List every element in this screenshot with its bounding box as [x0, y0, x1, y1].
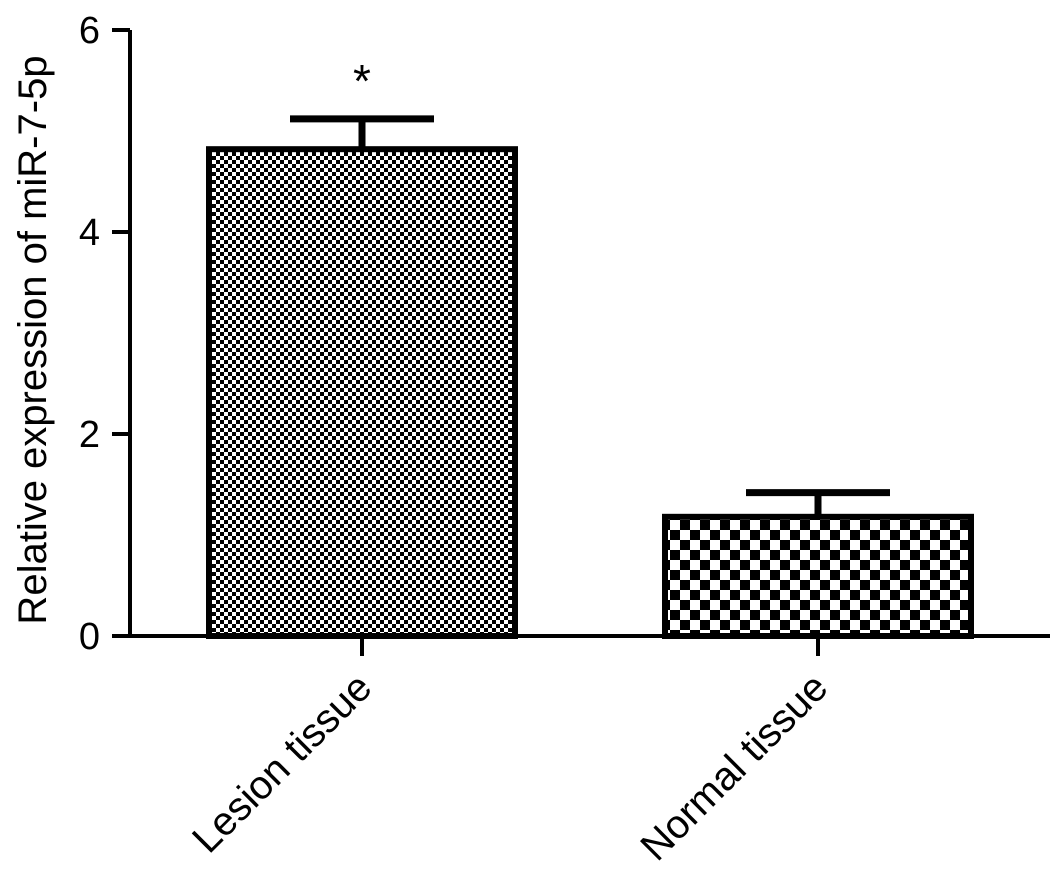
y-axis-title: Relative expression of miR-7-5p — [11, 55, 55, 624]
bar-normal-tissue — [662, 513, 974, 640]
y-tick-label: 0 — [79, 616, 100, 658]
x-tick-label: Lesion tissue — [184, 665, 380, 861]
bars: * — [206, 55, 974, 640]
x-ticks: Lesion tissue Normal tissue — [184, 636, 836, 869]
y-tick-label: 2 — [79, 414, 100, 456]
significance-mark: * — [353, 55, 371, 107]
bar-lesion-tissue — [206, 146, 518, 639]
x-tick-label: Normal tissue — [632, 665, 836, 869]
y-tick-label: 6 — [79, 10, 100, 52]
y-tick-label: 4 — [79, 212, 100, 254]
y-ticks: 0 2 4 6 — [79, 10, 130, 658]
